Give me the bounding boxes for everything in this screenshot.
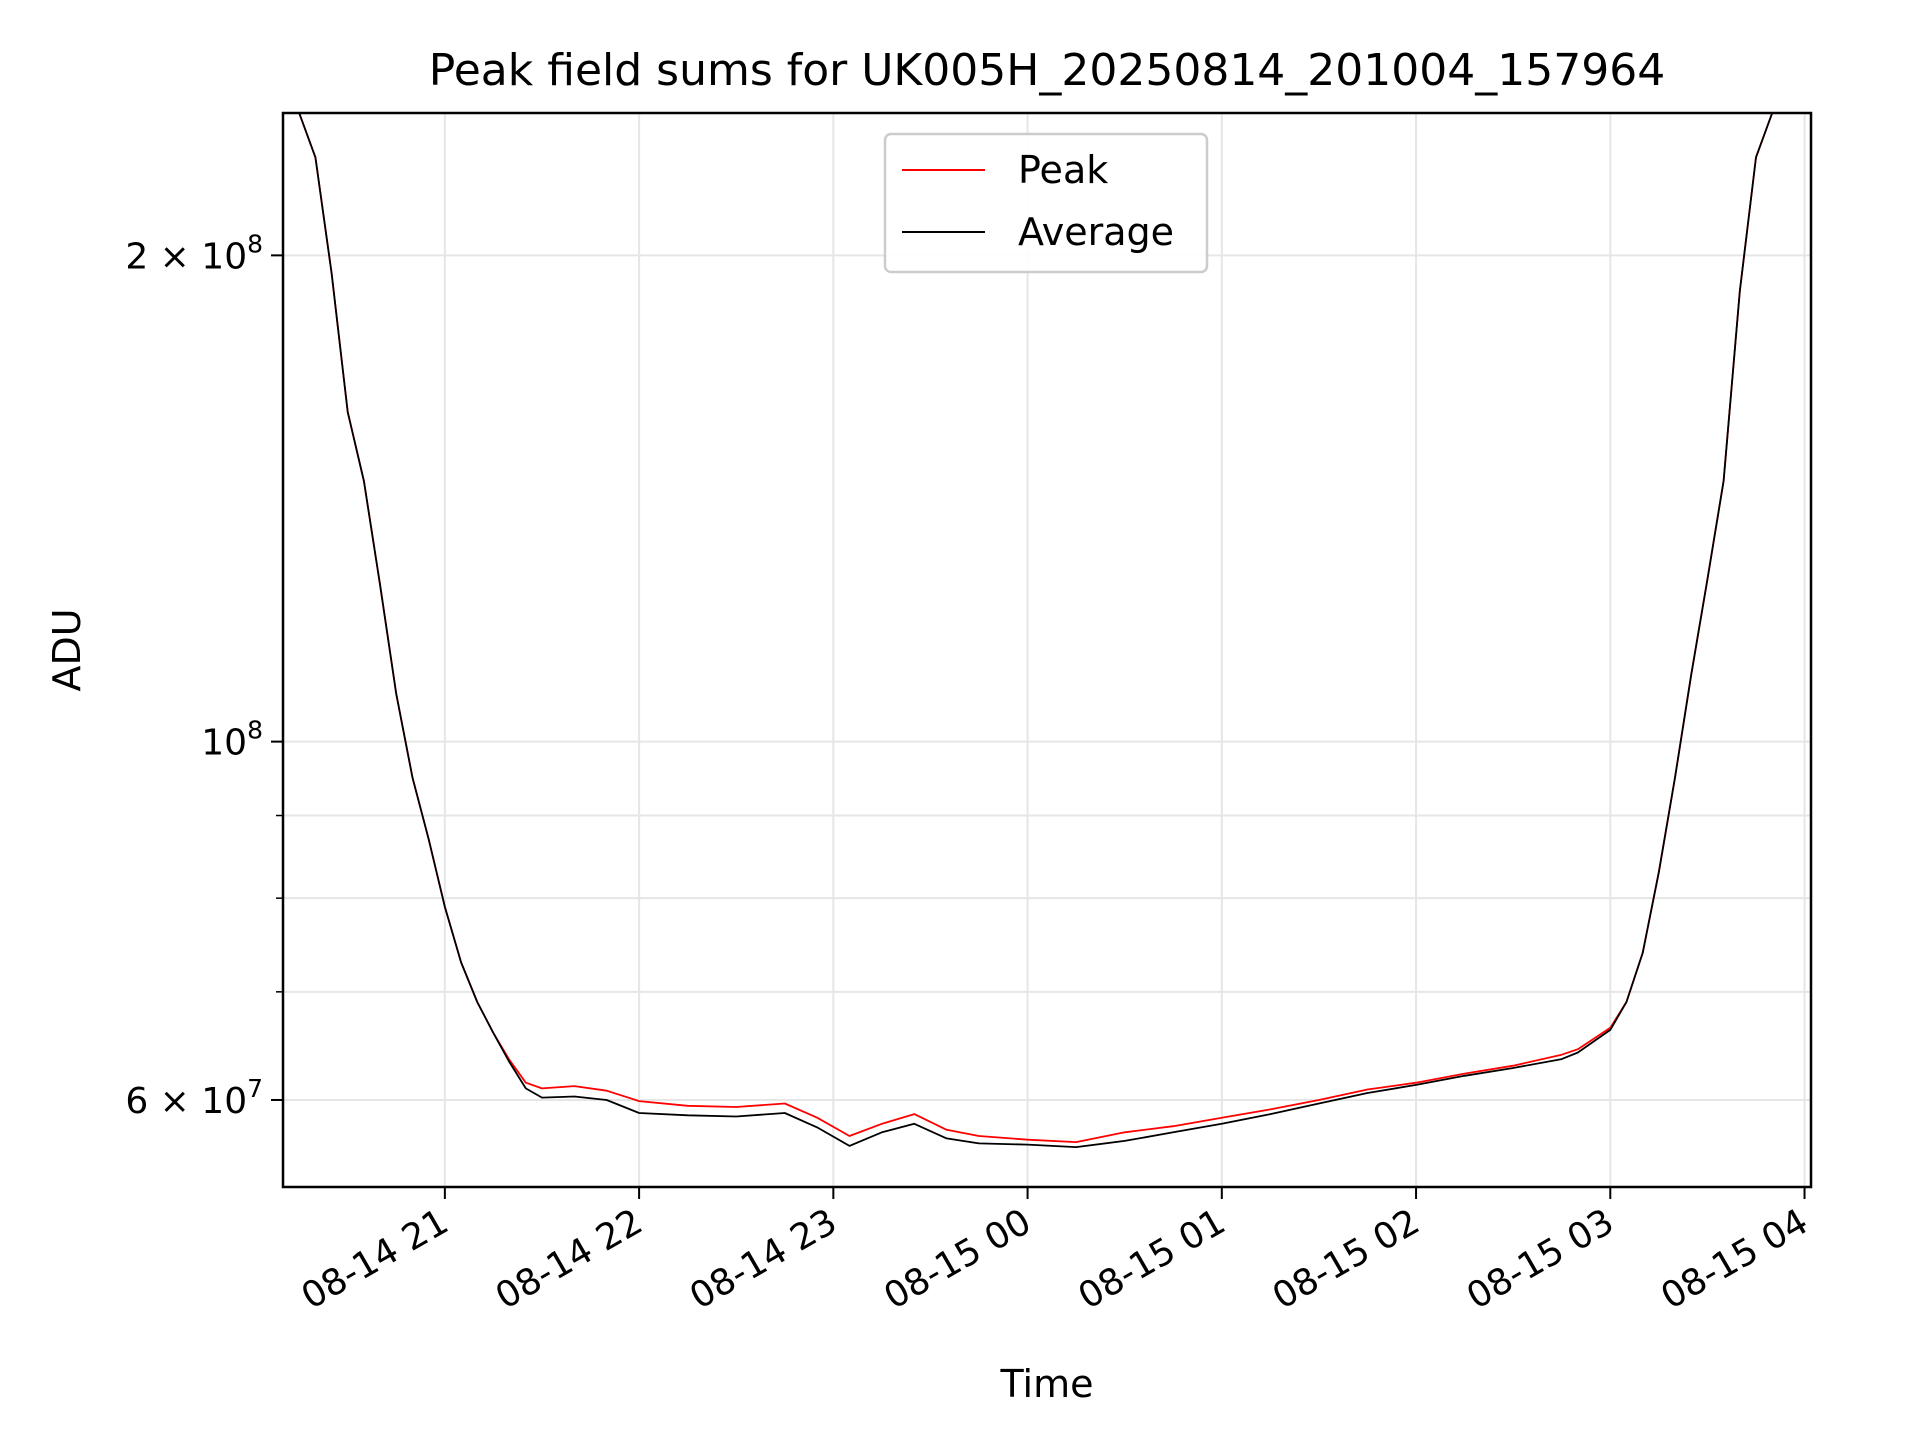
legend-label-average: Average <box>1018 210 1174 254</box>
x-axis-label: Time <box>1000 1362 1094 1406</box>
series-line-average <box>283 113 1811 1148</box>
y-axis: 6 × 107 108 2 × 108 <box>125 229 283 1122</box>
y-tick-label: 6 × 107 <box>125 1074 263 1122</box>
series-layer <box>283 113 1811 1148</box>
chart-title: Peak field sums for UK005H_20250814_2010… <box>429 45 1665 96</box>
legend: Peak Average <box>883 132 1209 274</box>
legend-box <box>883 132 1209 274</box>
legend-label-peak: Peak <box>1018 148 1108 192</box>
y-tick-label: 108 <box>201 716 263 764</box>
plot-frame <box>281 111 1813 1189</box>
y-axis-label: ADU <box>45 608 89 691</box>
y-tick-label: 2 × 108 <box>125 229 263 277</box>
